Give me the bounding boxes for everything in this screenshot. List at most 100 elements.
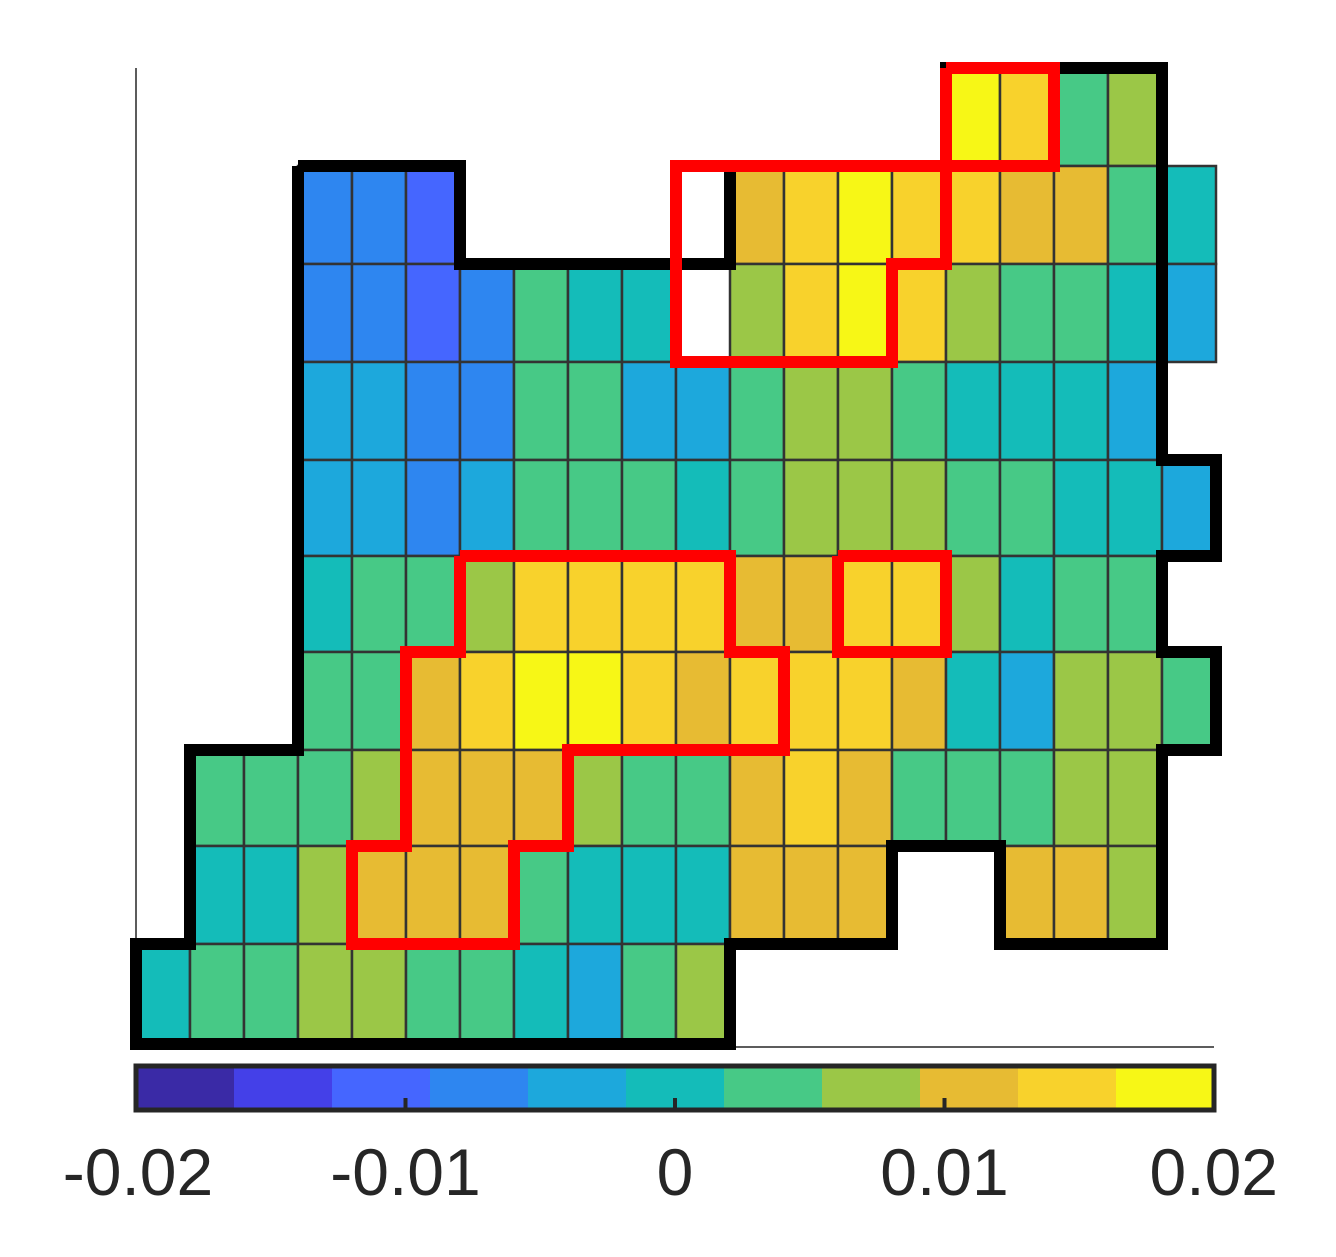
heatmap-cell	[296, 554, 354, 654]
heatmap-cell	[458, 650, 516, 752]
colorbar-swatch	[528, 1066, 627, 1110]
colorbar-swatch	[822, 1066, 921, 1110]
heatmap-cell	[512, 748, 570, 848]
heatmap-cell	[998, 66, 1056, 168]
heatmap-cell	[782, 164, 840, 266]
heatmap-cell	[674, 748, 732, 848]
heatmap-cell	[782, 554, 840, 654]
heatmap-cell	[350, 164, 408, 266]
heatmap-cell	[350, 748, 408, 848]
heatmap-cell	[1052, 262, 1110, 364]
heatmap-cell	[836, 262, 894, 364]
highlight-region	[346, 550, 790, 950]
heatmap-cell	[404, 262, 462, 364]
heatmap-cell	[458, 458, 516, 558]
heatmap-cell	[1106, 844, 1164, 946]
heatmap-cell	[512, 844, 570, 946]
heatmap-cell	[566, 844, 624, 946]
heatmap-cell	[350, 262, 408, 364]
heatmap-cell	[404, 942, 462, 1046]
heatmap-cell	[512, 942, 570, 1046]
heatmap-cell	[836, 650, 894, 752]
heatmap-cell	[458, 942, 516, 1046]
heatmap-cell	[1106, 554, 1164, 654]
heatmap-cell	[404, 164, 462, 266]
heatmap-cell	[620, 650, 678, 752]
heatmap-cell	[620, 360, 678, 462]
heatmap-cell	[1052, 748, 1110, 848]
heatmap-cell	[1106, 748, 1164, 848]
heatmap-cell	[674, 458, 732, 558]
heatmap-cell	[674, 844, 732, 946]
heatmap-cell	[998, 164, 1056, 266]
heatmap-cell	[296, 458, 354, 558]
heatmap-cell	[512, 650, 570, 752]
heatmap-cell	[620, 262, 678, 364]
heatmap-cell	[674, 360, 732, 462]
heatmap-cell	[728, 748, 786, 848]
heatmap-cell	[890, 554, 948, 654]
heatmap-cell	[944, 458, 1002, 558]
colorbar-swatch	[724, 1066, 823, 1110]
heatmap-cell	[1106, 650, 1164, 752]
heatmap-cell	[998, 262, 1056, 364]
heatmap-cell	[404, 360, 462, 462]
heatmap-cell	[458, 360, 516, 462]
colorbar-swatch	[136, 1066, 235, 1110]
heatmap-cell	[566, 942, 624, 1046]
heatmap-cell	[404, 650, 462, 752]
colorbar-swatch	[234, 1066, 333, 1110]
heatmap-cell	[296, 164, 354, 266]
heatmap-cell	[890, 650, 948, 752]
heatmap-cell	[620, 458, 678, 558]
heatmap-cell	[296, 650, 354, 752]
heatmap-cell	[1106, 458, 1164, 558]
heatmap-cell	[782, 650, 840, 752]
heatmap-cell	[998, 748, 1056, 848]
heatmap-cell	[1052, 66, 1110, 168]
heatmap-cell	[674, 942, 732, 1046]
heatmap-cell	[782, 262, 840, 364]
heatmap-cell	[512, 458, 570, 558]
highlight-region	[670, 62, 1060, 368]
heatmap-cell	[944, 748, 1002, 848]
heatmap-cell	[1052, 650, 1110, 752]
heatmap-cell	[512, 360, 570, 462]
heatmap-cell	[890, 748, 948, 848]
highlight-region	[832, 550, 952, 658]
heatmap-cell	[242, 844, 300, 946]
heatmap-cell	[566, 650, 624, 752]
heatmap-cell	[350, 650, 408, 752]
heatmap-cell	[1106, 66, 1164, 168]
heatmap-cell	[1160, 458, 1218, 558]
colorbar-tick-label: -0.01	[330, 1135, 480, 1209]
heatmap-cell	[350, 844, 408, 946]
heatmap-cell	[1160, 164, 1218, 266]
heatmap-cell	[728, 554, 786, 654]
heatmap-cell	[296, 360, 354, 462]
heatmap-cell	[458, 262, 516, 364]
heatmap-cell	[782, 360, 840, 462]
heatmap-cell	[566, 458, 624, 558]
heatmap-cell	[1052, 844, 1110, 946]
heatmap-cell	[404, 554, 462, 654]
highlight-outlines	[346, 62, 1060, 950]
heatmap-cell	[296, 262, 354, 364]
heatmap-cell	[566, 554, 624, 654]
heatmap-cells	[134, 66, 1218, 1046]
heatmap-cell	[620, 748, 678, 848]
colorbar-tick-label: 0	[657, 1135, 694, 1209]
heatmap-cell	[350, 458, 408, 558]
heatmap-cell	[296, 748, 354, 848]
heatmap-cell	[998, 360, 1056, 462]
heatmap-cell	[728, 844, 786, 946]
heatmap-cell	[458, 844, 516, 946]
heatmap-cell	[620, 554, 678, 654]
heatmap-cell	[890, 262, 948, 364]
heatmap-cell	[512, 262, 570, 364]
heatmap-cell	[458, 748, 516, 848]
heatmap-cell	[836, 844, 894, 946]
heatmap-cell	[944, 554, 1002, 654]
heatmap-cell	[350, 942, 408, 1046]
heatmap-cell	[620, 942, 678, 1046]
